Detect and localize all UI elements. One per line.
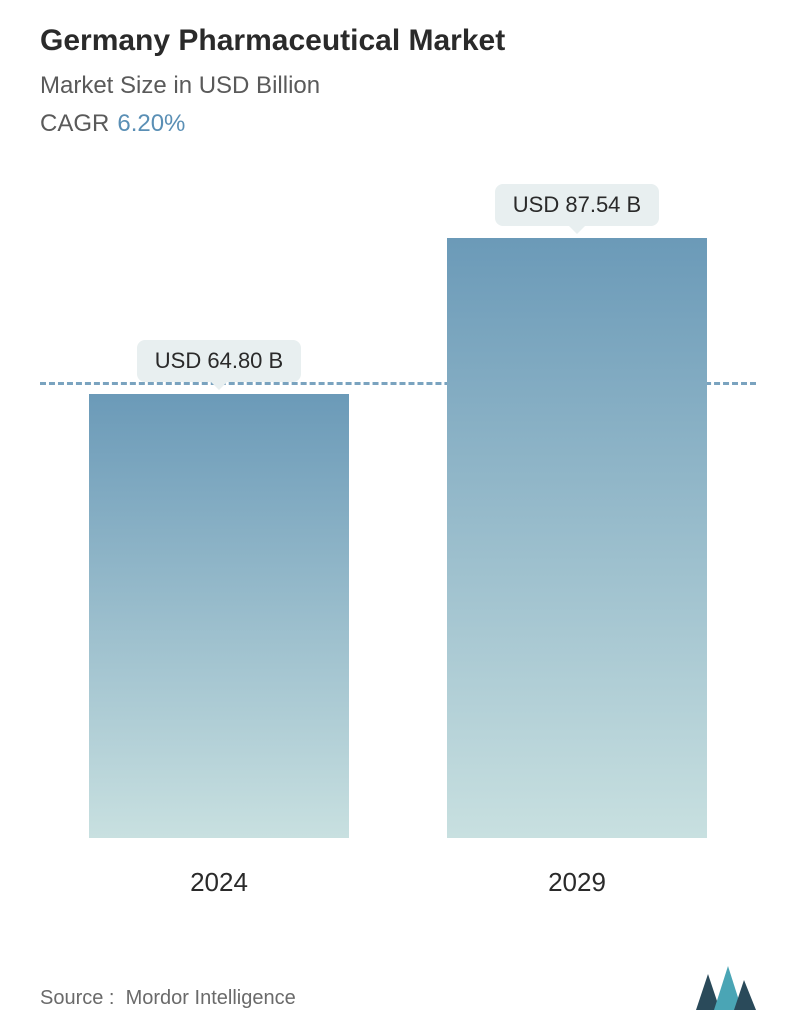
bar-group: USD 87.54 B bbox=[447, 184, 707, 838]
bar bbox=[89, 394, 349, 838]
chart-area: USD 64.80 B USD 87.54 B 2024 2029 bbox=[40, 178, 756, 898]
chart-footer: Source : Mordor Intelligence bbox=[40, 966, 756, 1010]
bar-value-label: USD 64.80 B bbox=[137, 340, 301, 382]
x-axis-label: 2024 bbox=[89, 867, 349, 898]
x-axis-labels: 2024 2029 bbox=[40, 867, 756, 898]
mordor-logo-icon bbox=[696, 966, 756, 1010]
source-value: Mordor Intelligence bbox=[126, 987, 296, 1009]
cagr-row: CAGR 6.20% bbox=[40, 110, 756, 138]
source-label: Source : bbox=[40, 987, 114, 1009]
source-text: Source : Mordor Intelligence bbox=[40, 987, 296, 1010]
bar bbox=[447, 238, 707, 838]
cagr-value: 6.20% bbox=[117, 110, 185, 137]
chart-subtitle: Market Size in USD Billion bbox=[40, 72, 756, 100]
cagr-label: CAGR bbox=[40, 110, 109, 137]
bars-container: USD 64.80 B USD 87.54 B bbox=[40, 178, 756, 838]
chart-title: Germany Pharmaceutical Market bbox=[40, 24, 756, 58]
bar-value-label: USD 87.54 B bbox=[495, 184, 659, 226]
bar-group: USD 64.80 B bbox=[89, 340, 349, 838]
x-axis-label: 2029 bbox=[447, 867, 707, 898]
